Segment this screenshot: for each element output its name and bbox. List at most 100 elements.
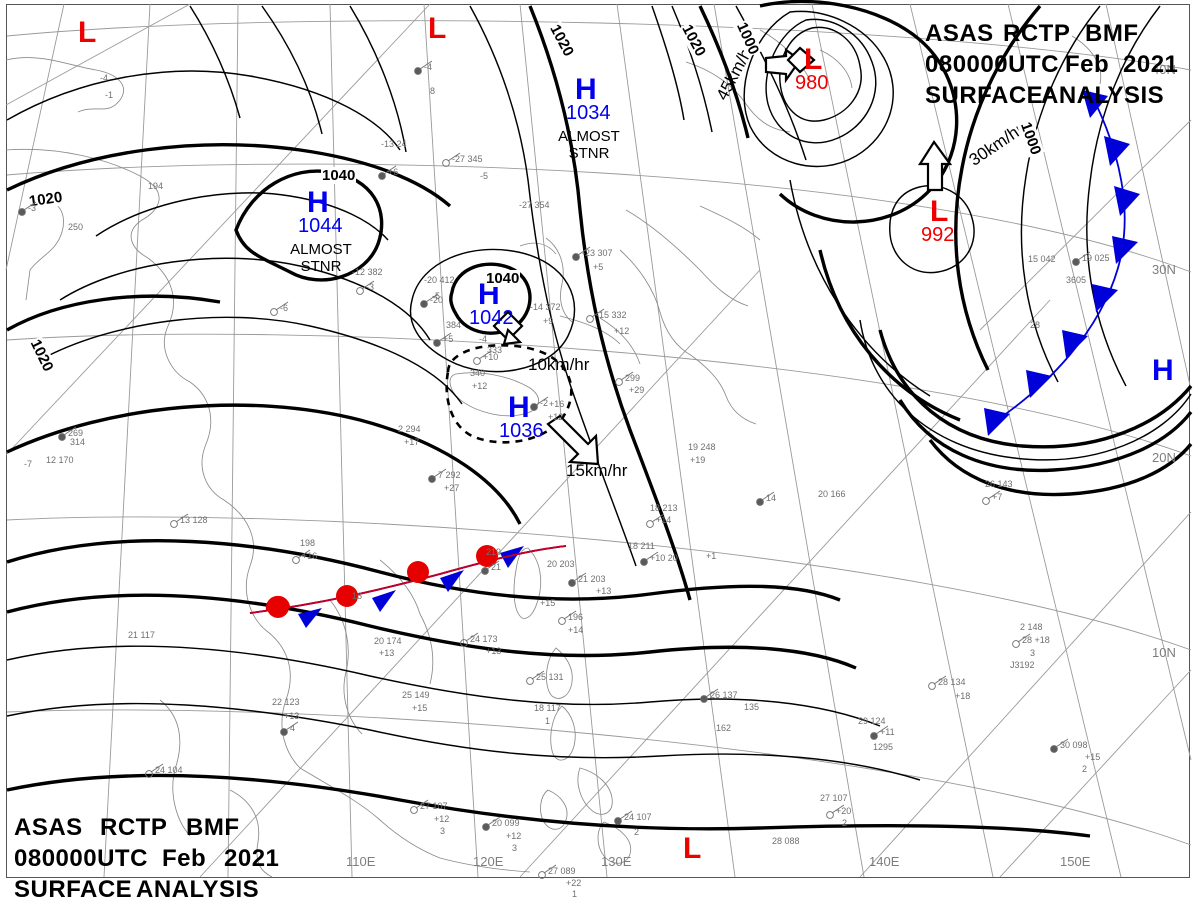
station-observation: +12	[472, 381, 488, 391]
station-observation: -3	[366, 282, 375, 292]
station-observation: 2 294	[398, 424, 421, 434]
station-observation: -3	[28, 203, 37, 213]
lon-label-150E: 150E	[1060, 854, 1091, 869]
station-observation: 7 292	[438, 470, 461, 480]
station-circle	[420, 300, 428, 308]
station-observation: -23 307	[582, 248, 613, 258]
station-observation: +18	[955, 691, 971, 701]
station-observation: +14	[656, 515, 672, 525]
station-wind-barb	[645, 551, 659, 561]
station-observation: +27	[444, 483, 460, 493]
station-observation: 20 174	[374, 636, 402, 646]
pressure-center-h-9: H	[1152, 354, 1174, 387]
station-observation: 24 173	[470, 634, 498, 644]
lat-label-30N: 30N	[1152, 262, 1176, 277]
station-observation: 24 107	[624, 812, 652, 822]
station-observation: +11	[880, 727, 895, 737]
station-wind-barb	[486, 560, 500, 570]
station-observation: +10	[483, 352, 499, 362]
station-circle	[614, 817, 622, 825]
station-circle	[378, 172, 386, 180]
station-circle	[646, 520, 654, 528]
motion-arrow-15kmhr	[546, 414, 600, 466]
station-observation: 314	[70, 437, 86, 447]
station-wind-barb	[705, 688, 719, 698]
station-wind-barb	[150, 763, 164, 773]
station-wind-barb	[361, 280, 375, 290]
station-circle	[982, 497, 990, 505]
lat-label-20N: 20N	[1152, 450, 1176, 465]
station-observation: -27 345	[452, 154, 483, 164]
pressure-center-h-0: H	[307, 186, 329, 219]
station-observation: 1	[572, 889, 578, 899]
station-observation: 3	[440, 826, 446, 836]
station-observation: 135	[744, 702, 760, 712]
lat-label-40N: 40N	[1152, 62, 1176, 77]
station-observation: +13	[486, 646, 502, 656]
station-observation: J3192	[1010, 660, 1035, 670]
lon-label-130E: 130E	[601, 854, 632, 869]
station-circle	[170, 520, 178, 528]
station-observation: +19	[690, 455, 706, 465]
station-observation: +12	[548, 412, 564, 422]
station-observation: 15 042	[1028, 254, 1056, 264]
station-circle	[1072, 258, 1080, 266]
station-observation: -5	[480, 171, 489, 181]
station-observation: -14 372	[530, 302, 561, 312]
station-wind-barb	[651, 513, 665, 523]
station-observation: 27 107	[820, 793, 848, 803]
station-observation: 219	[486, 547, 502, 557]
station-wind-barb	[23, 201, 37, 211]
station-observation: +10 20	[650, 553, 678, 563]
station-circle	[473, 357, 481, 365]
station-wind-barb	[415, 799, 429, 809]
station-wind-barb	[543, 864, 557, 874]
station-observation: 14	[766, 493, 777, 503]
station-observation: 27 089	[548, 866, 576, 876]
station-observation: -7	[24, 459, 33, 469]
station-wind-barb	[875, 725, 889, 735]
station-observation: 333	[487, 345, 503, 355]
station-wind-barb	[619, 810, 633, 820]
station-circle	[280, 728, 288, 736]
station-observation: +12	[506, 831, 522, 841]
station-observation: 30 098	[1060, 740, 1088, 750]
station-circle	[538, 871, 546, 879]
cold-front-barb	[298, 546, 524, 628]
station-circle	[428, 475, 436, 483]
station-observation: 2 148	[1020, 622, 1043, 632]
station-observation: 3	[1030, 648, 1036, 658]
station-observation: 2	[1082, 764, 1088, 774]
station-circle	[870, 732, 878, 740]
station-circle	[615, 378, 623, 386]
title-top-line3: SURFACEANALYSIS	[925, 82, 1165, 109]
station-observation: +16	[302, 551, 318, 561]
station-circle	[145, 770, 153, 778]
station-observation: +7	[992, 492, 1003, 502]
station-observation: 25 149	[402, 690, 430, 700]
pressure-note-0: ALMOST STNR	[282, 241, 360, 275]
station-wind-barb	[933, 675, 947, 685]
station-observation: 194	[148, 181, 164, 191]
station-observation: 3	[512, 843, 518, 853]
station-wind-barb	[563, 610, 577, 620]
station-observation: 250	[68, 222, 84, 232]
station-observation: 28 088	[772, 836, 800, 846]
station-observation: -13 24	[381, 139, 407, 149]
station-circle	[558, 617, 566, 625]
pressure-center-l-6: L	[78, 16, 97, 49]
stnr-label: STNR	[568, 145, 610, 162]
station-observation: 340	[470, 368, 486, 378]
pressure-value-l-5: 992	[921, 224, 955, 246]
station-wind-barb	[1077, 251, 1091, 261]
station-observation: +13	[596, 586, 612, 596]
pressure-value-h-2: 1042	[469, 307, 514, 329]
pressure-center-h-1: H	[575, 73, 597, 106]
station-observation: +1	[706, 551, 717, 561]
station-observation: 26 137	[710, 690, 738, 700]
motion-speed-label-3: 15km/hr	[566, 461, 628, 480]
station-circle	[1012, 640, 1020, 648]
station-observation: 8	[430, 86, 436, 96]
